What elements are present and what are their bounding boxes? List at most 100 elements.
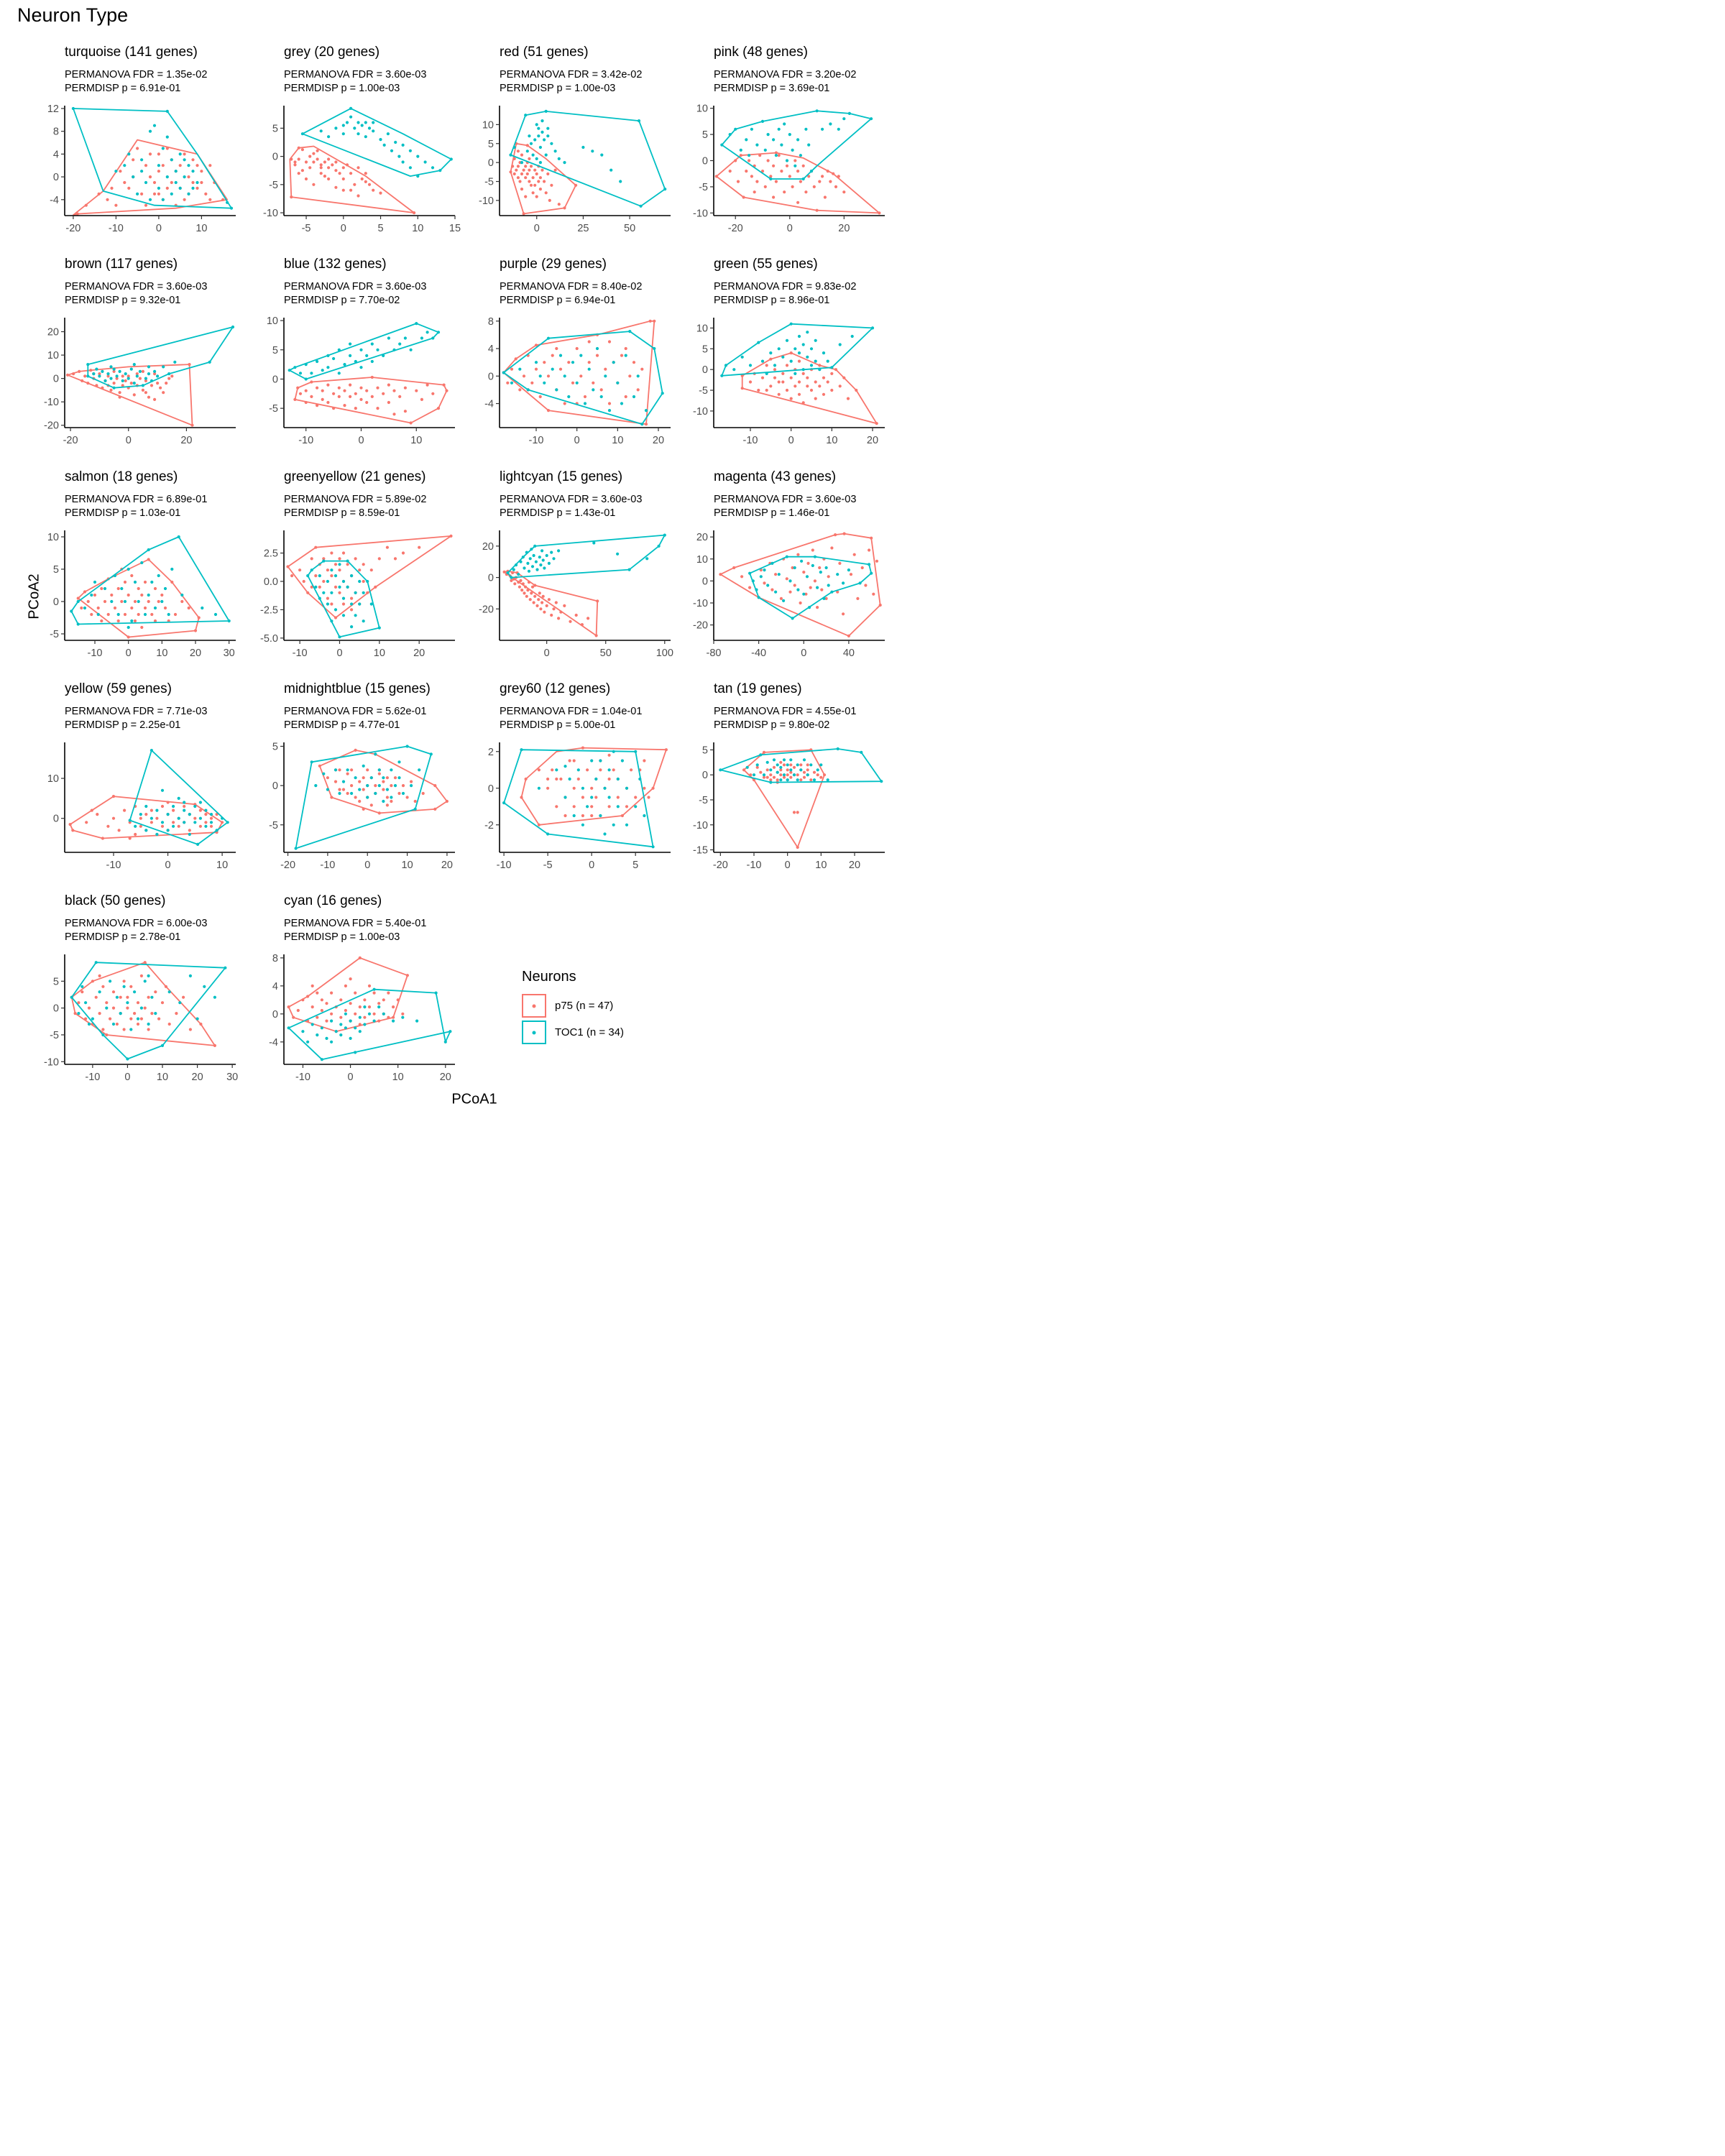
point-toc1	[397, 776, 401, 780]
panel-subtitle: PERMDISP p = 9.32e-01	[65, 295, 180, 306]
point-p75	[316, 991, 319, 995]
point-toc1	[382, 1012, 385, 1015]
point-toc1	[287, 1026, 290, 1030]
point-p75	[379, 191, 382, 195]
x-tick-label: 5	[377, 223, 383, 234]
point-p75	[594, 796, 598, 799]
point-p75	[133, 619, 137, 623]
point-toc1	[535, 123, 538, 126]
point-p75	[783, 190, 786, 194]
point-toc1	[140, 158, 144, 162]
point-p75	[334, 780, 338, 783]
point-toc1	[826, 778, 829, 782]
point-toc1	[177, 535, 180, 539]
point-toc1	[334, 126, 338, 130]
point-toc1	[591, 149, 594, 153]
point-toc1	[594, 777, 598, 781]
point-p75	[390, 799, 393, 803]
point-p75	[343, 404, 346, 407]
point-toc1	[510, 381, 514, 384]
point-p75	[518, 388, 522, 392]
point-p75	[774, 180, 778, 183]
point-toc1	[858, 581, 862, 585]
point-toc1	[808, 606, 811, 609]
point-toc1	[198, 816, 202, 820]
point-p75	[353, 183, 356, 186]
point-p75	[362, 807, 365, 811]
point-p75	[564, 814, 567, 818]
point-p75	[558, 367, 563, 371]
point-p75	[286, 565, 290, 568]
point-toc1	[105, 1006, 109, 1010]
point-toc1	[358, 1030, 362, 1033]
point-p75	[572, 805, 576, 808]
point-p75	[789, 775, 793, 779]
point-p75	[814, 380, 817, 384]
point-toc1	[512, 145, 516, 149]
point-toc1	[130, 619, 134, 623]
plot-area	[294, 745, 448, 850]
point-p75	[632, 361, 636, 364]
point-p75	[517, 581, 520, 584]
point-p75	[804, 190, 808, 194]
point-toc1	[760, 359, 765, 363]
point-p75	[86, 382, 90, 385]
point-toc1	[321, 369, 324, 372]
point-toc1	[109, 377, 113, 380]
point-p75	[789, 763, 793, 767]
point-toc1	[160, 821, 165, 824]
point-p75	[806, 384, 809, 388]
point-toc1	[393, 784, 397, 788]
point-toc1	[198, 801, 202, 804]
point-p75	[401, 551, 405, 555]
point-p75	[362, 776, 365, 780]
panel-subtitle: PERMDISP p = 1.00e-03	[500, 83, 615, 94]
point-p75	[433, 784, 437, 788]
point-toc1	[595, 346, 599, 351]
point-toc1	[338, 585, 341, 589]
point-toc1	[535, 157, 538, 160]
point-toc1	[354, 1026, 357, 1030]
plot-area	[714, 109, 881, 215]
point-p75	[816, 773, 819, 777]
y-tick-label: -5	[699, 182, 708, 193]
y-tick-label: 0	[488, 157, 494, 169]
point-p75	[818, 180, 822, 183]
point-p75	[528, 598, 532, 602]
point-toc1	[755, 588, 758, 591]
point-p75	[297, 172, 300, 175]
point-p75	[752, 778, 756, 782]
point-toc1	[177, 816, 180, 820]
point-p75	[392, 389, 396, 392]
point-toc1	[204, 824, 208, 828]
panel-subtitle: PERMANOVA FDR = 9.83e-02	[714, 281, 856, 292]
point-toc1	[757, 341, 760, 344]
point-p75	[297, 157, 300, 161]
hull-toc1	[507, 534, 666, 579]
point-toc1	[147, 372, 151, 376]
point-p75	[330, 1012, 334, 1015]
point-p75	[551, 354, 554, 357]
point-p75	[426, 383, 429, 387]
point-toc1	[346, 559, 349, 563]
x-tick-label: 10	[392, 1072, 404, 1083]
x-tick-label: 0	[124, 1072, 130, 1083]
point-p75	[518, 585, 521, 589]
point-p75	[126, 1006, 129, 1010]
point-toc1	[362, 591, 365, 594]
point-p75	[387, 991, 390, 995]
point-p75	[188, 363, 191, 367]
point-toc1	[821, 127, 824, 131]
point-toc1	[765, 760, 769, 764]
point-p75	[531, 191, 535, 195]
point-toc1	[133, 580, 137, 584]
point-p75	[139, 824, 142, 828]
point-p75	[750, 175, 753, 178]
point-toc1	[178, 186, 182, 190]
point-p75	[133, 599, 137, 604]
point-toc1	[150, 580, 154, 584]
point-p75	[175, 1012, 178, 1015]
y-tick-label: 5	[702, 344, 708, 355]
point-p75	[312, 152, 316, 155]
point-p75	[791, 185, 794, 188]
